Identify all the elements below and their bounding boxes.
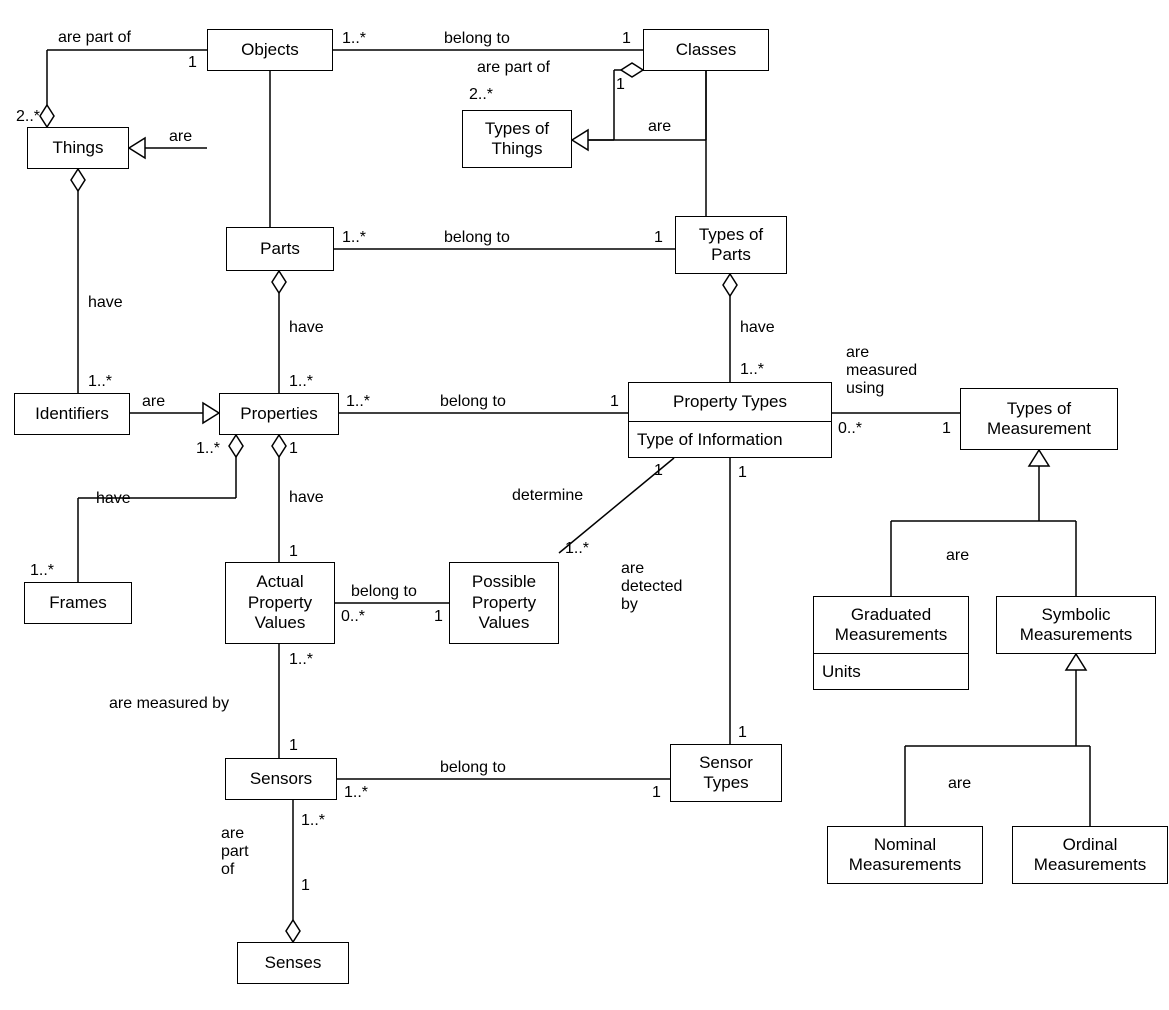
edge-label: are part of [221, 825, 249, 879]
edge-label: belong to [440, 393, 506, 411]
node-sensorTypes: Sensor Types [670, 744, 782, 802]
node-graduatedM: Graduated Measurements [813, 596, 969, 654]
edge-label: 1 [301, 877, 310, 895]
node-label: Types of Parts [699, 225, 763, 266]
node-identifiers: Identifiers [14, 393, 130, 435]
edge-label: 1 [289, 440, 298, 458]
node-propertyTypes: Property Types [628, 382, 832, 422]
edge-label: are [648, 118, 671, 136]
edges-layer [0, 0, 1169, 1010]
edge-label: 1 [622, 30, 631, 48]
node-ordinalM: Ordinal Measurements [1012, 826, 1168, 884]
node-label: Classes [676, 40, 736, 60]
edge-label: 1..* [301, 812, 325, 830]
node-label: Properties [240, 404, 317, 424]
edge-label: determine [512, 487, 583, 505]
node-label: Nominal Measurements [849, 835, 961, 876]
edge-label: are part of [477, 59, 550, 77]
node-label: Ordinal Measurements [1034, 835, 1146, 876]
edge-label: belong to [351, 583, 417, 601]
edge-label: belong to [444, 30, 510, 48]
node-graduatedM-compartment: Units [813, 654, 969, 690]
node-label: Types of Things [485, 119, 549, 160]
node-objects: Objects [207, 29, 333, 71]
edge-label: 1 [610, 393, 619, 411]
node-frames: Frames [24, 582, 132, 624]
node-label: Parts [260, 239, 300, 259]
edge-label: are [948, 775, 971, 793]
compartment-label: Units [822, 662, 861, 682]
node-label: Sensor Types [699, 753, 753, 794]
edge-label: belong to [440, 759, 506, 777]
edge-label: 1 [616, 76, 625, 94]
edge-label: are measured by [109, 695, 229, 713]
edge-label: have [88, 294, 123, 312]
edge-label: 1 [942, 420, 951, 438]
node-typesOfThings: Types of Things [462, 110, 572, 168]
edge-label: 2..* [469, 86, 493, 104]
edge-label: 1..* [196, 440, 220, 458]
node-properties: Properties [219, 393, 339, 435]
edge-label: 1 [188, 54, 197, 72]
edge-label: 1..* [289, 651, 313, 669]
edge-label: are measured using [846, 344, 917, 398]
node-possiblePV: Possible Property Values [449, 562, 559, 644]
edge-label: are [946, 547, 969, 565]
node-sensors: Sensors [225, 758, 337, 800]
edge-label: 1..* [346, 393, 370, 411]
edge-label: are [142, 393, 165, 411]
edge-label: are part of [58, 29, 131, 47]
edge-label: 1 [654, 462, 663, 480]
edge-label: 0..* [838, 420, 862, 438]
node-nominalM: Nominal Measurements [827, 826, 983, 884]
edge-label: 1 [434, 608, 443, 626]
edge-label: 1..* [342, 30, 366, 48]
edge-label: 1..* [565, 540, 589, 558]
edge-label: 1 [289, 737, 298, 755]
edge-label: have [289, 319, 324, 337]
diagram-canvas: Objects Classes Things Types of Things Parts… [0, 0, 1169, 1010]
node-propertyTypes-compartment: Type of Information [628, 422, 832, 458]
edge-label: 1 [652, 784, 661, 802]
node-label: Things [52, 138, 103, 158]
node-label: Objects [241, 40, 299, 60]
node-label: Senses [265, 953, 322, 973]
node-typesOfMeasure: Types of Measurement [960, 388, 1118, 450]
node-label: Possible Property Values [472, 572, 536, 633]
edge-label: 2..* [16, 108, 40, 126]
node-actualPV: Actual Property Values [225, 562, 335, 644]
edge-label: are detected by [621, 560, 682, 614]
edge-label: 1..* [88, 373, 112, 391]
edge-label: have [289, 489, 324, 507]
edge-label: 0..* [341, 608, 365, 626]
node-label: Types of Measurement [987, 399, 1091, 440]
edge-label: 1..* [344, 784, 368, 802]
edge-label: 1 [738, 724, 747, 742]
edge-label: have [740, 319, 775, 337]
compartment-label: Type of Information [637, 430, 783, 450]
edge-label: 1..* [289, 373, 313, 391]
node-label: Sensors [250, 769, 312, 789]
edge-label: 1..* [30, 562, 54, 580]
node-typesOfParts: Types of Parts [675, 216, 787, 274]
edge-label: have [96, 490, 131, 508]
edge-label: 1..* [740, 361, 764, 379]
node-label: Frames [49, 593, 107, 613]
node-label: Actual Property Values [248, 572, 312, 633]
edge-label: 1..* [342, 229, 366, 247]
edge-label: are [169, 128, 192, 146]
edge-label: 1 [654, 229, 663, 247]
node-parts: Parts [226, 227, 334, 271]
node-senses: Senses [237, 942, 349, 984]
edge-label: 1 [738, 464, 747, 482]
node-symbolicM: Symbolic Measurements [996, 596, 1156, 654]
edge-label: belong to [444, 229, 510, 247]
edge-label: 1 [289, 543, 298, 561]
node-things: Things [27, 127, 129, 169]
node-label: Symbolic Measurements [1020, 605, 1132, 646]
node-label: Graduated Measurements [835, 605, 947, 646]
node-label: Identifiers [35, 404, 109, 424]
node-label: Property Types [673, 392, 787, 412]
node-classes: Classes [643, 29, 769, 71]
